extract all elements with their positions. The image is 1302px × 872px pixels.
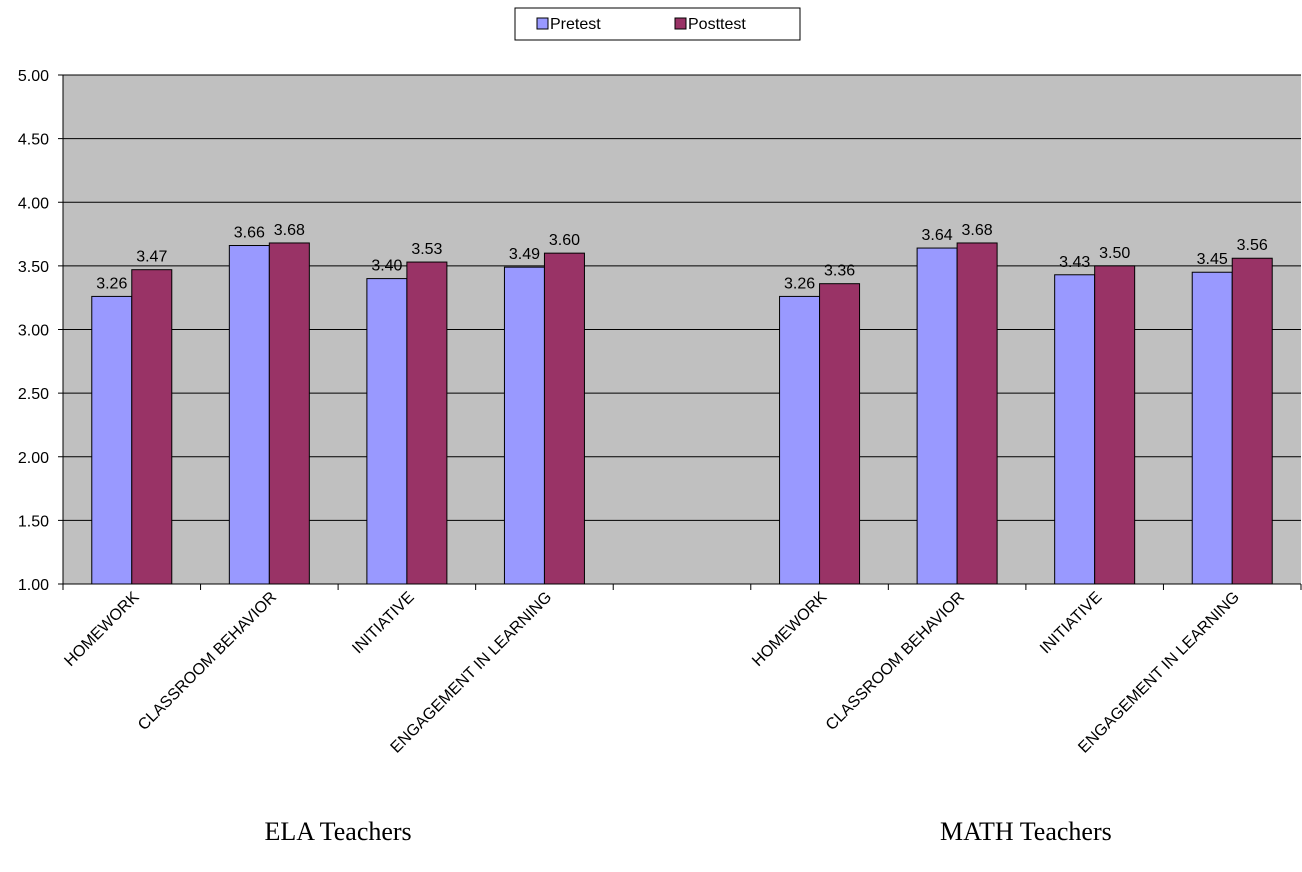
bar <box>91 295 133 585</box>
y-tick-label: 1.00 <box>18 577 49 594</box>
value-label: 3.56 <box>1237 237 1268 254</box>
value-label: 3.68 <box>274 222 305 239</box>
bar <box>131 269 173 585</box>
y-tick-label: 4.00 <box>18 195 49 212</box>
value-label: 3.36 <box>824 263 855 280</box>
x-tick-label: CLASSROOM BEHAVIOR <box>135 589 280 734</box>
x-tick-label: INITIATIVE <box>349 589 417 657</box>
x-tick-label: INITIATIVE <box>1037 589 1105 657</box>
bar <box>543 252 585 585</box>
value-label: 3.47 <box>136 249 167 266</box>
value-label: 3.64 <box>922 227 953 244</box>
bar <box>916 247 958 585</box>
legend-label: Pretest <box>550 16 601 33</box>
y-tick-label: 3.50 <box>18 259 49 276</box>
bar <box>1094 265 1136 585</box>
bar <box>819 283 861 585</box>
bar <box>503 266 545 585</box>
bar <box>366 278 408 585</box>
y-tick-label: 2.00 <box>18 450 49 467</box>
bar <box>406 261 448 585</box>
y-tick-label: 4.50 <box>18 132 49 149</box>
legend: Pretest Posttest <box>514 7 801 41</box>
y-tick-label: 3.00 <box>18 323 49 340</box>
group-label: ELA Teachers <box>265 817 412 846</box>
group-label: MATH Teachers <box>940 817 1112 846</box>
y-tick-label: 1.50 <box>18 513 49 530</box>
value-label: 3.53 <box>411 241 442 258</box>
bar <box>1054 274 1096 585</box>
value-label: 3.50 <box>1099 245 1130 262</box>
x-tick-label: CLASSROOM BEHAVIOR <box>823 589 968 734</box>
bar <box>956 242 998 585</box>
legend-swatch <box>674 17 687 30</box>
y-tick-label: 2.50 <box>18 386 49 403</box>
value-label: 3.45 <box>1197 251 1228 268</box>
value-label: 3.26 <box>96 275 127 292</box>
bar <box>268 242 310 585</box>
bar <box>1231 257 1273 585</box>
x-tick-label: ENGAGEMENT IN LEARNING <box>388 589 556 757</box>
x-tick-label: HOMEWORK <box>61 589 142 670</box>
value-label: 3.60 <box>549 232 580 249</box>
legend-swatch <box>536 17 549 30</box>
value-label: 3.68 <box>962 222 993 239</box>
value-label: 3.49 <box>509 246 540 263</box>
y-tick-label: 5.00 <box>18 68 49 85</box>
x-tick-label: HOMEWORK <box>749 589 830 670</box>
bar <box>228 245 270 585</box>
legend-box <box>514 7 801 41</box>
value-label: 3.26 <box>784 275 815 292</box>
legend-label: Posttest <box>688 16 746 33</box>
bar <box>779 295 821 585</box>
value-label: 3.40 <box>371 258 402 275</box>
value-label: 3.66 <box>234 225 265 242</box>
bar <box>1191 271 1233 585</box>
value-label: 3.43 <box>1059 254 1090 271</box>
x-tick-label: ENGAGEMENT IN LEARNING <box>1075 589 1243 757</box>
